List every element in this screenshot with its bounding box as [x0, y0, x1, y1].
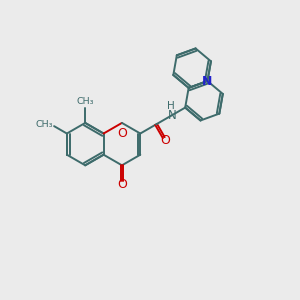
Text: H: H — [167, 101, 175, 111]
Text: O: O — [117, 127, 127, 140]
Text: N: N — [167, 109, 176, 122]
Text: O: O — [117, 178, 127, 191]
Text: CH₃: CH₃ — [76, 97, 94, 106]
Text: O: O — [160, 134, 170, 147]
Text: CH₃: CH₃ — [35, 121, 53, 130]
Text: N: N — [202, 74, 213, 88]
